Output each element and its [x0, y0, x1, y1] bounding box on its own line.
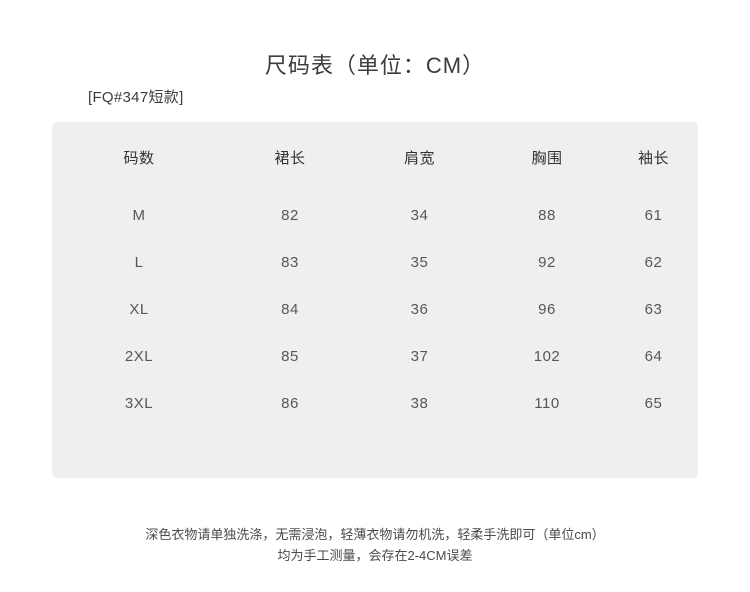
- cell-skirt-length: 84: [281, 301, 299, 318]
- column-header-sleeve-length: 袖长: [637, 149, 669, 167]
- cell-shoulder-width: 37: [410, 348, 429, 365]
- table-row: M 82 34 88 61: [52, 192, 698, 239]
- cell-bust: 92: [538, 254, 556, 271]
- cell-sleeve-length: 65: [644, 395, 663, 412]
- column-header-shoulder-width: 肩宽: [403, 149, 435, 167]
- style-code-label: [FQ#347短款]: [88, 89, 184, 106]
- cell-sleeve-length: 63: [644, 301, 663, 318]
- cell-bust: 102: [533, 348, 561, 365]
- cell-bust: 96: [538, 301, 556, 318]
- care-instructions-line-1: 深色衣物请单独洗涤，无需浸泡，轻薄衣物请勿机洗，轻柔手洗即可（单位cm）: [145, 527, 605, 542]
- cell-skirt-length: 86: [281, 395, 299, 412]
- table-header-row: 码数 裙长 肩宽 胸围 袖长: [52, 122, 698, 192]
- cell-sleeve-length: 61: [644, 207, 663, 224]
- page-title: 尺码表（单位：CM）: [264, 53, 486, 78]
- measurement-tolerance-note: 均为手工测量，会存在2-4CM误差: [277, 548, 473, 563]
- size-table-panel: 码数 裙长 肩宽 胸围 袖长 M 82 34 88 61 L 83: [52, 122, 698, 478]
- cell-size: 2XL: [124, 348, 154, 365]
- cell-shoulder-width: 35: [410, 254, 429, 271]
- column-header-bust: 胸围: [531, 149, 563, 167]
- cell-bust: 110: [534, 395, 560, 412]
- cell-skirt-length: 83: [281, 254, 299, 271]
- table-row: L 83 35 92 62: [52, 239, 698, 286]
- cell-skirt-length: 82: [281, 207, 299, 224]
- cell-shoulder-width: 38: [410, 395, 429, 412]
- cell-shoulder-width: 36: [410, 301, 429, 318]
- cell-size: XL: [129, 301, 149, 318]
- table-row: 3XL 86 38 110 65: [52, 380, 698, 503]
- cell-skirt-length: 85: [281, 348, 299, 365]
- cell-size: M: [132, 207, 146, 224]
- table-row: XL 84 36 96 63: [52, 286, 698, 333]
- care-instructions: 深色衣物请单独洗涤，无需浸泡，轻薄衣物请勿机洗，轻柔手洗即可（单位cm） 均为手…: [0, 524, 750, 566]
- cell-sleeve-length: 62: [644, 254, 663, 271]
- cell-sleeve-length: 64: [644, 348, 663, 365]
- cell-size: 3XL: [124, 395, 154, 412]
- column-header-size: 码数: [123, 149, 155, 167]
- size-table: 码数 裙长 肩宽 胸围 袖长 M 82 34 88 61 L 83: [52, 122, 698, 503]
- cell-size: L: [134, 254, 144, 271]
- column-header-skirt-length: 裙长: [274, 149, 306, 167]
- cell-bust: 88: [538, 207, 556, 224]
- table-row: 2XL 85 37 102 64: [52, 333, 698, 380]
- cell-shoulder-width: 34: [410, 207, 429, 224]
